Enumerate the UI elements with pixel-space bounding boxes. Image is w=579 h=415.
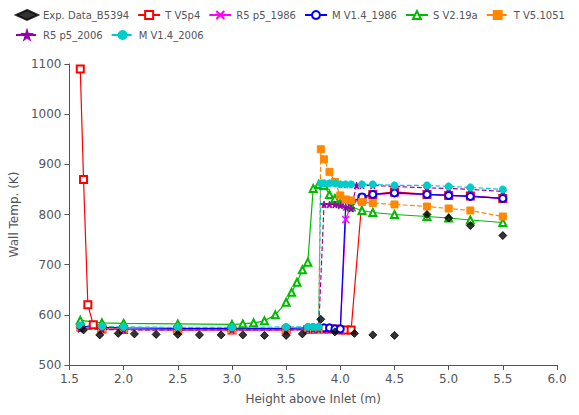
svg-text:900: 900	[39, 157, 62, 171]
svg-text:M V1.4_1986: M V1.4_1986	[332, 10, 397, 22]
svg-text:S V2.19a: S V2.19a	[433, 10, 478, 21]
svg-text:T V5.1051: T V5.1051	[513, 10, 565, 21]
svg-text:1100: 1100	[31, 57, 62, 71]
svg-text:4.0: 4.0	[331, 372, 350, 386]
svg-text:800: 800	[39, 208, 62, 222]
svg-text:Height above Inlet (m): Height above Inlet (m)	[245, 392, 381, 406]
svg-text:R5 p5_2006: R5 p5_2006	[43, 30, 103, 42]
svg-text:2.0: 2.0	[114, 372, 133, 386]
svg-text:600: 600	[39, 308, 62, 322]
svg-text:700: 700	[39, 258, 62, 272]
svg-text:3.0: 3.0	[222, 372, 241, 386]
svg-text:3.5: 3.5	[277, 372, 296, 386]
svg-text:T V5p4: T V5p4	[164, 10, 200, 21]
svg-text:Exp. Data_B5394: Exp. Data_B5394	[43, 10, 129, 22]
svg-text:500: 500	[39, 358, 62, 372]
svg-text:6.0: 6.0	[547, 372, 566, 386]
svg-text:1.5: 1.5	[60, 372, 79, 386]
svg-text:4.5: 4.5	[385, 372, 404, 386]
svg-text:5.5: 5.5	[493, 372, 512, 386]
svg-text:M V1.4_2006: M V1.4_2006	[139, 30, 204, 42]
svg-text:R5 p5_1986: R5 p5_1986	[236, 10, 296, 22]
svg-text:2.5: 2.5	[168, 372, 187, 386]
svg-text:Wall Temp. (K): Wall Temp. (K)	[7, 172, 21, 258]
svg-text:5.0: 5.0	[439, 372, 458, 386]
svg-text:1000: 1000	[31, 107, 62, 121]
